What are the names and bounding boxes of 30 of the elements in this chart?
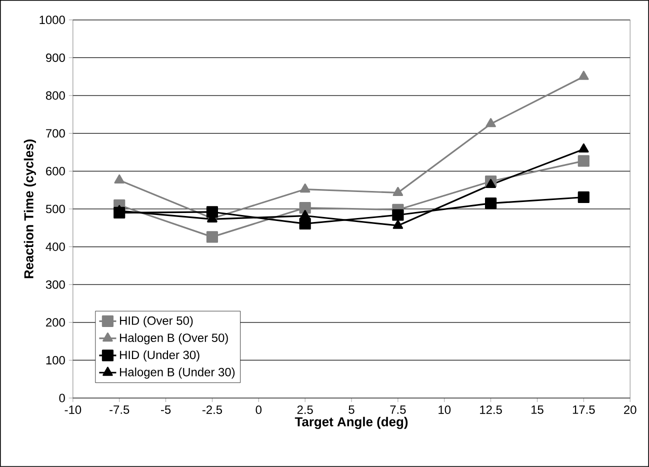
y-tick-label: 500 [46, 204, 65, 214]
y-axis-title: Reaction Time (cycles) [24, 140, 36, 278]
legend-label: HID (Under 30) [120, 350, 200, 362]
legend-label: Halogen B (Over 50) [120, 333, 228, 344]
x-tick-label: 15 [531, 406, 544, 414]
y-tick-label: 300 [46, 280, 65, 289]
x-tick-label: 7.5 [390, 406, 406, 414]
x-axis-title: Target Angle (deg) [294, 416, 408, 430]
x-tick-label: 10 [438, 406, 451, 414]
x-tick-label: -7.5 [110, 406, 130, 414]
x-tick-label: 2.5 [297, 406, 313, 414]
legend-label: Halogen B (Under 30) [120, 368, 235, 379]
y-tick-label: 1000 [40, 16, 65, 24]
x-tick-label: 0 [256, 406, 262, 414]
x-tick-label: -5 [161, 406, 171, 414]
x-tick-label: 17.5 [572, 406, 595, 414]
legend-label: HID (Over 50) [120, 316, 193, 328]
y-tick-label: 900 [46, 54, 65, 62]
y-tick-label: 400 [46, 242, 65, 252]
y-tick-label: 800 [46, 91, 65, 100]
y-tick-label: 200 [46, 318, 65, 327]
x-tick-label: -10 [64, 406, 82, 414]
x-tick-label: 20 [624, 406, 636, 414]
x-tick-label: 5 [348, 406, 354, 414]
y-tick-label: 0 [59, 394, 65, 402]
x-tick-label: -2.5 [202, 406, 222, 414]
x-tick-label: 12.5 [480, 406, 502, 414]
y-tick-label: 700 [46, 129, 65, 138]
y-tick-label: 100 [46, 356, 65, 364]
y-tick-label: 600 [46, 166, 65, 176]
